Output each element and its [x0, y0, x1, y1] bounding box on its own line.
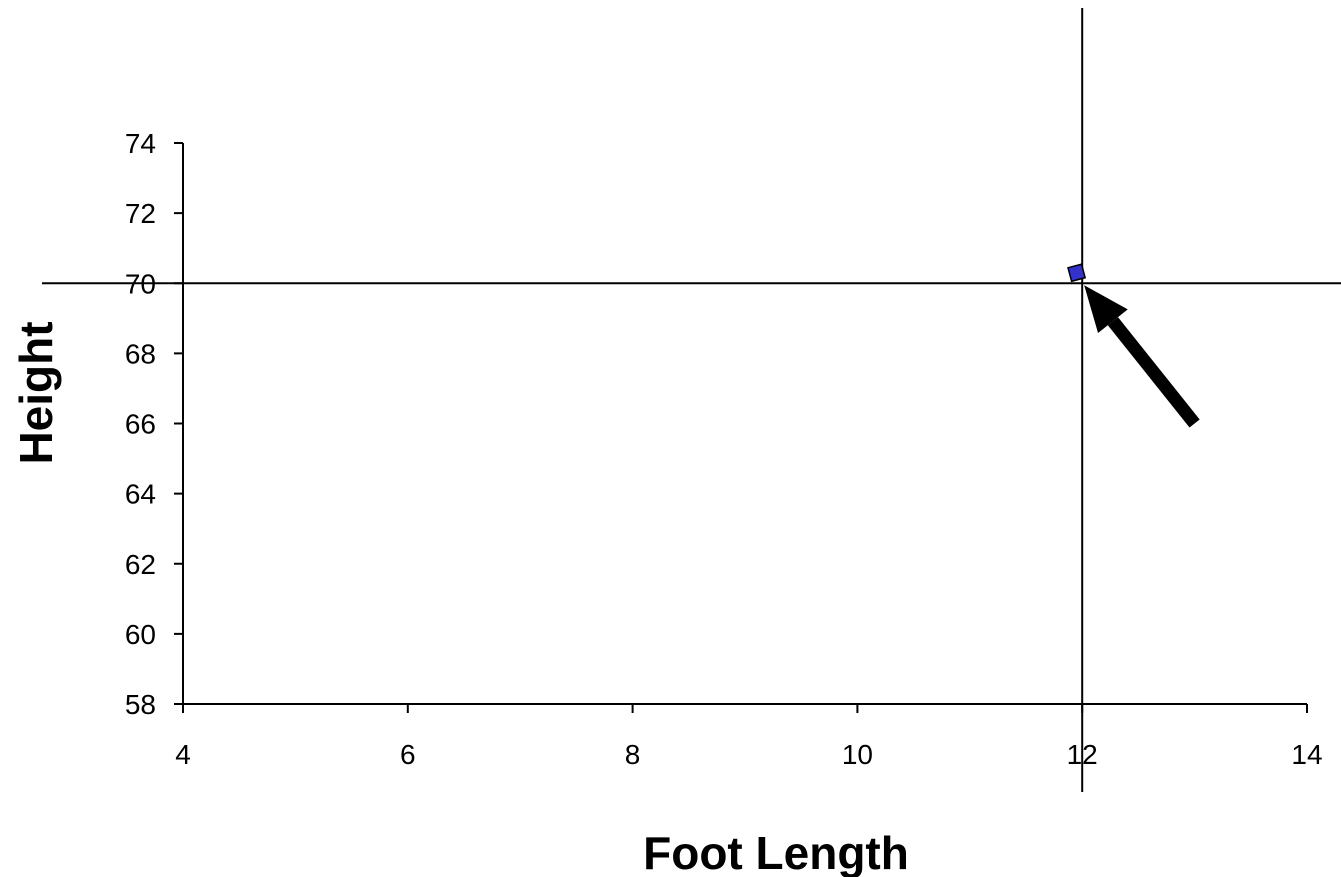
x-tick-label: 4 — [175, 739, 191, 770]
x-axis-title: Foot Length — [643, 827, 909, 877]
arrow-shaft — [1107, 317, 1200, 428]
annotations — [1084, 285, 1200, 428]
y-tick-label: 64 — [125, 479, 156, 510]
arrow-head — [1084, 285, 1128, 334]
y-axis-title: Height — [10, 321, 62, 464]
data-point — [1067, 263, 1087, 283]
y-tick-label: 60 — [125, 619, 156, 650]
x-tick-label: 14 — [1291, 739, 1322, 770]
axes — [182, 143, 1307, 705]
x-tick-label: 6 — [400, 739, 416, 770]
reference-lines — [42, 8, 1341, 792]
y-tick-label: 68 — [125, 338, 156, 369]
x-tick-label: 8 — [625, 739, 641, 770]
y-tick-label: 62 — [125, 549, 156, 580]
y-tick-label: 72 — [125, 198, 156, 229]
y-tick-label: 74 — [125, 128, 156, 159]
y-tick-label: 58 — [125, 689, 156, 720]
y-tick-label: 66 — [125, 409, 156, 440]
x-tick-label: 10 — [842, 739, 873, 770]
data-marks — [1067, 263, 1087, 283]
